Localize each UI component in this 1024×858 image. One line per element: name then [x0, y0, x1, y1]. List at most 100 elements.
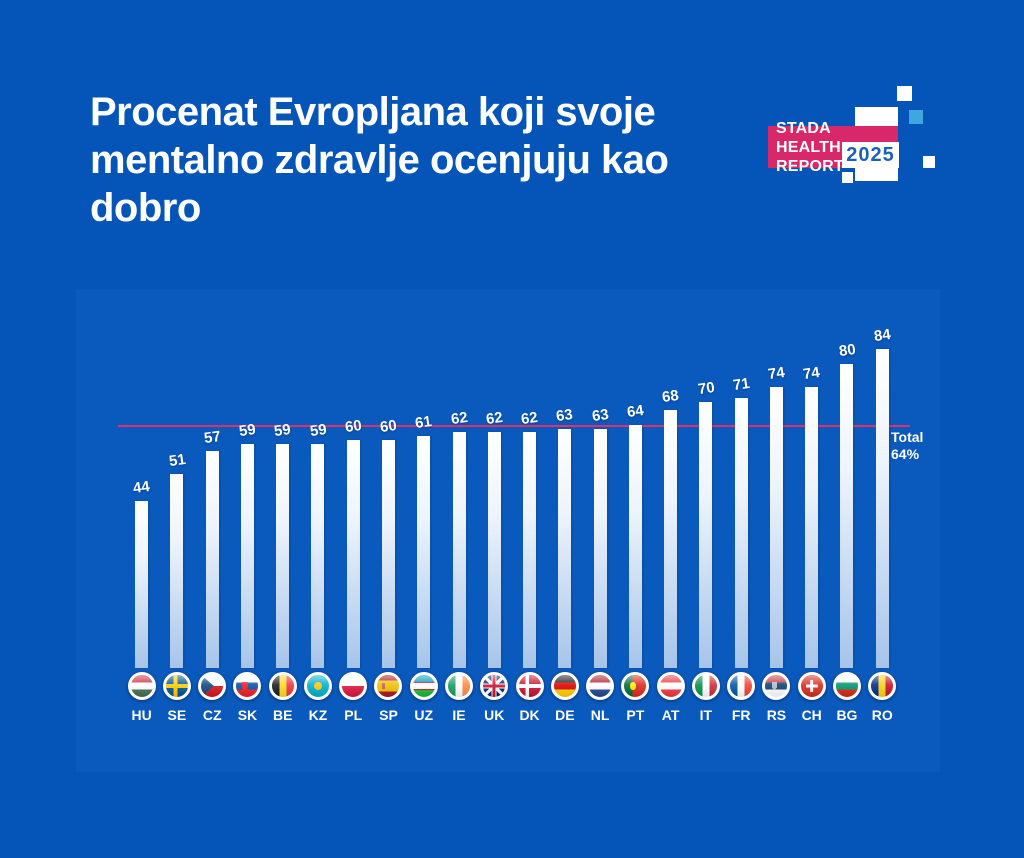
bar [523, 432, 537, 668]
logo-year: 2025 [846, 143, 895, 166]
bar [346, 440, 360, 668]
bar-column: 62 [477, 289, 512, 668]
country-code-label: CZ [202, 707, 222, 723]
flag-gloss [130, 675, 153, 697]
bar [381, 440, 395, 668]
bar-column: 51 [159, 289, 194, 668]
country-code-label: PL [344, 707, 363, 723]
bar-column: 84 [865, 289, 900, 668]
bar [769, 387, 783, 668]
country-column: BE [265, 672, 300, 723]
country-column: NL [582, 672, 617, 723]
bar-value-label: 70 [696, 378, 716, 399]
bar-column: 63 [547, 289, 582, 668]
bar-value-label: 62 [520, 408, 539, 429]
bar [734, 398, 748, 668]
country-code-label: RS [766, 707, 787, 723]
country-column: PL [336, 672, 371, 723]
flag-cz-icon [198, 672, 227, 700]
flag-fr-icon [727, 672, 756, 700]
bar [628, 425, 642, 668]
country-code-label: SK [237, 707, 258, 723]
total-label-text: Total [891, 429, 924, 445]
flag-pt-icon [621, 672, 650, 700]
flag-kz-icon [303, 672, 332, 700]
flag-gloss [377, 675, 400, 697]
bar-column: 60 [371, 289, 406, 668]
flag-sp-icon [374, 672, 403, 700]
bar-column: 62 [441, 289, 476, 668]
country-column: FR [724, 672, 759, 723]
country-code-label: AT [661, 707, 680, 723]
bar [840, 364, 854, 668]
flag-gloss [518, 675, 541, 697]
total-label-value: 64% [891, 446, 920, 462]
bar-value-label: 57 [202, 427, 222, 448]
flag-gloss [483, 675, 506, 697]
flag-hu-icon [127, 672, 156, 700]
flag-ie-icon [445, 672, 474, 700]
logo-white-square-top [897, 86, 912, 101]
bar-column: 71 [724, 289, 759, 668]
flag-nl-icon [586, 672, 615, 700]
country-column: CZ [195, 672, 230, 723]
chart-panel: 44 51 57 59 59 59 60 60 61 62 62 [76, 289, 940, 772]
flag-gloss [730, 675, 753, 697]
country-column: PT [618, 672, 653, 723]
bar-column: 68 [653, 289, 688, 668]
logo-line1: STADA HEALTH [776, 119, 841, 156]
flag-gloss [624, 675, 647, 697]
bar-column: 80 [829, 289, 864, 668]
bar-column: 57 [195, 289, 230, 668]
bar [875, 349, 889, 668]
logo-year-box: 2025 [842, 142, 899, 168]
bar-value-label: 74 [766, 363, 786, 384]
flag-gloss [694, 675, 717, 697]
country-code-label: NL [590, 707, 610, 723]
country-column: SE [159, 672, 194, 723]
plot-area: 44 51 57 59 59 59 60 60 61 62 62 [124, 289, 900, 668]
flag-dk-icon [515, 672, 544, 700]
bar-value-label: 64 [625, 401, 645, 422]
flag-gloss [589, 675, 612, 697]
logo-white-square-bottom [842, 172, 853, 183]
flag-gloss [659, 675, 682, 697]
country-column: HU [124, 672, 159, 723]
bar-value-label: 62 [484, 408, 504, 429]
flag-gloss [342, 675, 365, 697]
bar-column: 59 [300, 289, 335, 668]
bar [452, 432, 466, 668]
country-code-label: IT [699, 707, 713, 723]
bar-value-label: 74 [802, 363, 822, 384]
total-average-line [118, 425, 910, 427]
bar-column: 59 [230, 289, 265, 668]
flag-gloss [765, 675, 788, 697]
country-column: RS [759, 672, 794, 723]
bar [664, 410, 678, 668]
country-code-label: KZ [308, 707, 328, 723]
flag-ro-icon [868, 672, 897, 700]
bar-column: 62 [512, 289, 547, 668]
flag-be-icon [268, 672, 297, 700]
flag-de-icon [550, 672, 579, 700]
country-code-label: CH [801, 707, 822, 723]
bar [240, 444, 254, 668]
country-column: DK [512, 672, 547, 723]
bar-column: 63 [582, 289, 617, 668]
flags-row: HU SE CZ SK BE KZ [124, 672, 900, 723]
bar-column: 59 [265, 289, 300, 668]
flag-gloss [306, 675, 329, 697]
country-code-label: RO [871, 707, 893, 723]
bar-value-label: 59 [308, 420, 328, 441]
bar-value-label: 60 [343, 416, 363, 437]
flag-gloss [835, 675, 858, 697]
flag-gloss [201, 675, 224, 697]
bar-value-label: 61 [414, 412, 434, 433]
country-column: AT [653, 672, 688, 723]
flag-ch-icon [797, 672, 826, 700]
bar-value-label: 63 [590, 405, 610, 426]
flag-gloss [800, 675, 823, 697]
flag-pl-icon [339, 672, 368, 700]
country-code-label: UZ [414, 707, 434, 723]
